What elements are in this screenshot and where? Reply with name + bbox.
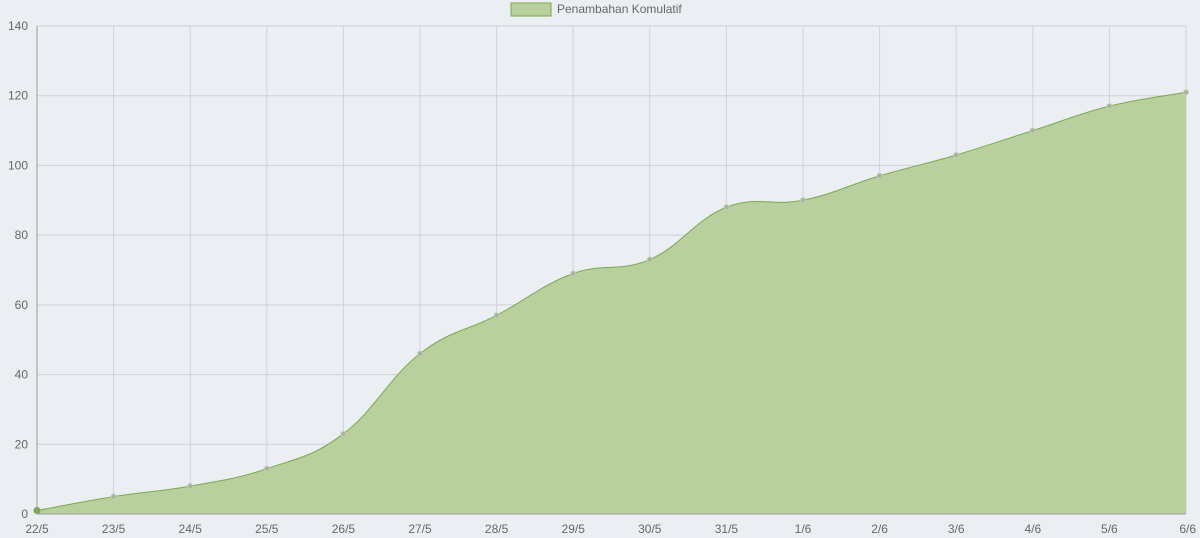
y-tick-label-0: 0 xyxy=(21,507,28,521)
axes xyxy=(36,26,1186,515)
data-point-4-6[interactable] xyxy=(1029,127,1036,134)
data-point-23-5[interactable] xyxy=(110,493,117,500)
legend-label[interactable]: Penambahan Komulatif xyxy=(557,2,682,16)
x-tick-label-2-6: 2/6 xyxy=(871,522,888,536)
x-tick-label-22-5: 22/5 xyxy=(25,522,49,536)
series-line xyxy=(36,91,1187,512)
legend-swatch[interactable] xyxy=(510,2,552,17)
y-axis-tick-labels: 0 20 40 60 80 100 120 140 xyxy=(8,19,28,521)
data-point-29-5[interactable] xyxy=(570,270,577,277)
x-tick-label-30-5: 30/5 xyxy=(638,522,662,536)
data-point-1-6[interactable] xyxy=(800,197,806,204)
data-point-26-5[interactable] xyxy=(340,430,347,437)
data-point-30-5[interactable] xyxy=(646,256,653,263)
x-tick-label-27-5: 27/5 xyxy=(408,522,432,536)
data-point-3-6[interactable] xyxy=(953,151,960,158)
x-tick-label-28-5: 28/5 xyxy=(485,522,509,536)
y-tick-label-80: 80 xyxy=(15,228,29,242)
x-tick-label-25-5: 25/5 xyxy=(255,522,279,536)
series-area-fill xyxy=(37,92,1186,514)
x-axis-tick-labels: 22/5 23/5 24/5 25/5 26/5 27/5 28/5 29/5 30/5 31/5… xyxy=(25,522,1196,536)
x-tick-label-1-6: 1/6 xyxy=(795,522,812,536)
x-tick-label-31-5: 31/5 xyxy=(715,522,739,536)
data-point-5-6[interactable] xyxy=(1106,103,1113,110)
y-tick-label-100: 100 xyxy=(8,158,28,172)
data-point-24-5[interactable] xyxy=(187,483,194,490)
y-tick-label-20: 20 xyxy=(15,437,29,451)
legend[interactable]: Penambahan Komulatif xyxy=(510,2,682,17)
data-points xyxy=(33,89,1189,515)
x-tick-label-6-6: 6/6 xyxy=(1179,522,1196,536)
x-tick-label-4-6: 4/6 xyxy=(1024,522,1041,536)
x-tick-label-26-5: 26/5 xyxy=(332,522,356,536)
y-tick-label-140: 140 xyxy=(8,19,28,33)
y-tick-label-60: 60 xyxy=(15,298,29,312)
x-tick-label-5-6: 5/6 xyxy=(1101,522,1118,536)
x-tick-label-23-5: 23/5 xyxy=(102,522,126,536)
data-point-28-5[interactable] xyxy=(493,312,500,319)
y-tick-label-120: 120 xyxy=(8,89,28,103)
data-point-6-6[interactable] xyxy=(1183,89,1189,96)
x-tick-label-3-6: 3/6 xyxy=(948,522,965,536)
x-tick-label-24-5: 24/5 xyxy=(179,522,203,536)
x-tick-label-29-5: 29/5 xyxy=(562,522,586,536)
data-point-27-5[interactable] xyxy=(417,350,423,357)
series-area-layer xyxy=(36,91,1187,514)
data-point-31-5[interactable] xyxy=(723,204,730,211)
data-point-25-5[interactable] xyxy=(263,465,270,472)
data-point-2-6[interactable] xyxy=(876,172,883,179)
y-tick-label-40: 40 xyxy=(15,368,29,382)
